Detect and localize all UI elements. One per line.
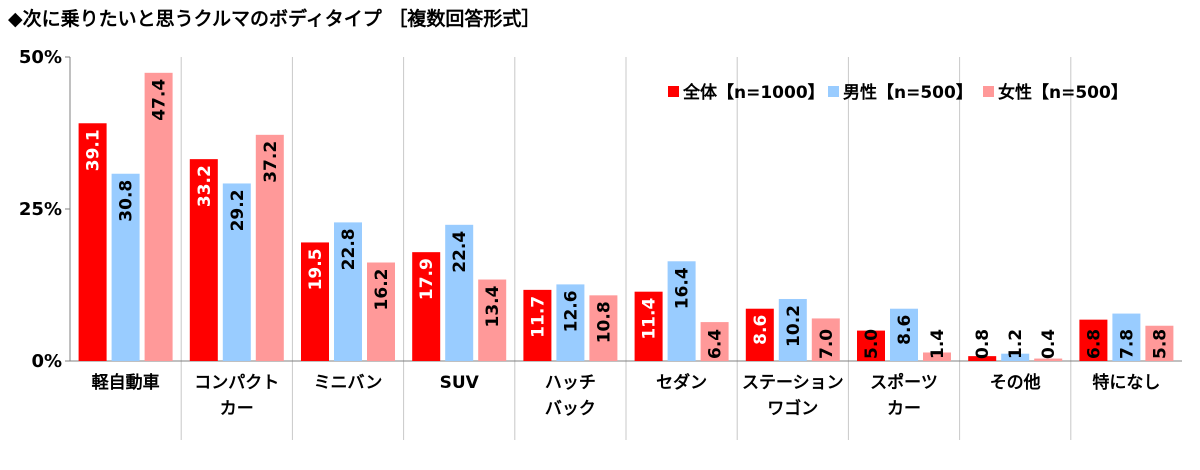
data-label: 10.8 [594,301,614,343]
bar [968,356,997,361]
bar [778,298,807,361]
data-label: 1.2 [1006,329,1026,359]
bar [222,183,251,361]
data-label: 8.6 [751,315,771,345]
bar [412,252,441,361]
legend-swatch [828,86,839,97]
category-label: SUV [440,373,480,393]
category-label: 特になし [1092,372,1160,393]
data-label: 39.1 [84,129,104,171]
bar [445,224,474,361]
category-label: コンパクト [194,373,279,393]
category-label: セダン [656,372,707,393]
bar [1001,353,1030,361]
legend-label: 全体【n=1000】 [682,82,825,103]
bar [745,308,774,361]
bar [367,262,395,361]
data-label: 16.4 [673,267,693,309]
data-label: 30.8 [117,180,137,222]
category-label: 軽自動車 [92,372,160,393]
legend-swatch [983,86,994,97]
bar [589,295,618,361]
data-label: 33.2 [195,165,215,207]
bar [667,261,696,361]
category-label: スポーツ [870,372,938,393]
data-label: 16.2 [372,269,392,311]
bar [523,289,552,361]
bar [890,308,918,361]
category-label: カー [887,399,921,419]
y-tick-label: 0% [31,351,62,372]
y-tick-label: 50% [19,47,62,68]
data-label: 19.5 [306,248,326,290]
bar [923,352,951,361]
bar [334,222,362,361]
data-label: 7.0 [817,329,837,359]
data-label: 8.6 [895,315,915,345]
bar [634,291,663,361]
bar [78,123,107,361]
bar [111,173,140,361]
category-label: ミニバン [314,373,383,393]
data-label: 11.7 [528,296,548,338]
data-label: 0.4 [1039,329,1059,359]
data-label: 12.6 [561,290,581,332]
category-label: ワゴン [767,398,818,419]
legend-label: 女性【n=500】 [998,82,1128,103]
category-label: カー [220,399,254,419]
bar [700,322,729,361]
data-label: 7.8 [1117,329,1137,359]
data-label: 17.9 [417,258,437,300]
chart-title: ◆次に乗りたいと思うクルマのボディタイプ ［複数回答形式］ [8,8,541,30]
bar [189,159,218,361]
data-label: 6.8 [1084,329,1104,359]
data-label: 5.8 [1150,329,1170,359]
data-label: 10.2 [784,305,804,347]
data-label: 29.2 [228,189,248,231]
category-label: バック [545,399,596,419]
bar [811,318,840,361]
legend-label: 男性【n=500】 [843,82,973,103]
legend-swatch [668,86,679,97]
data-label: 13.4 [483,285,503,327]
bar [1079,319,1108,361]
data-label: 37.2 [261,141,281,183]
bar [1145,325,1174,361]
data-label: 5.0 [862,329,882,359]
data-label: 6.4 [706,329,726,359]
bar [255,134,284,361]
data-label: 22.8 [339,228,359,270]
y-tick-label: 25% [19,199,62,220]
bar [1034,358,1063,361]
category-label: ハッチ [545,373,596,393]
bar [144,72,173,362]
category-label: ステーション [742,373,844,393]
data-label: 0.8 [973,329,993,359]
data-label: 47.4 [150,79,170,121]
category-label: その他 [990,372,1041,393]
data-label: 11.4 [640,298,660,340]
bar [301,242,329,361]
bar [478,279,507,361]
data-label: 22.4 [450,231,470,273]
data-label: 1.4 [928,329,948,359]
bar [857,330,885,361]
bar [556,284,585,361]
bar [1112,313,1141,361]
